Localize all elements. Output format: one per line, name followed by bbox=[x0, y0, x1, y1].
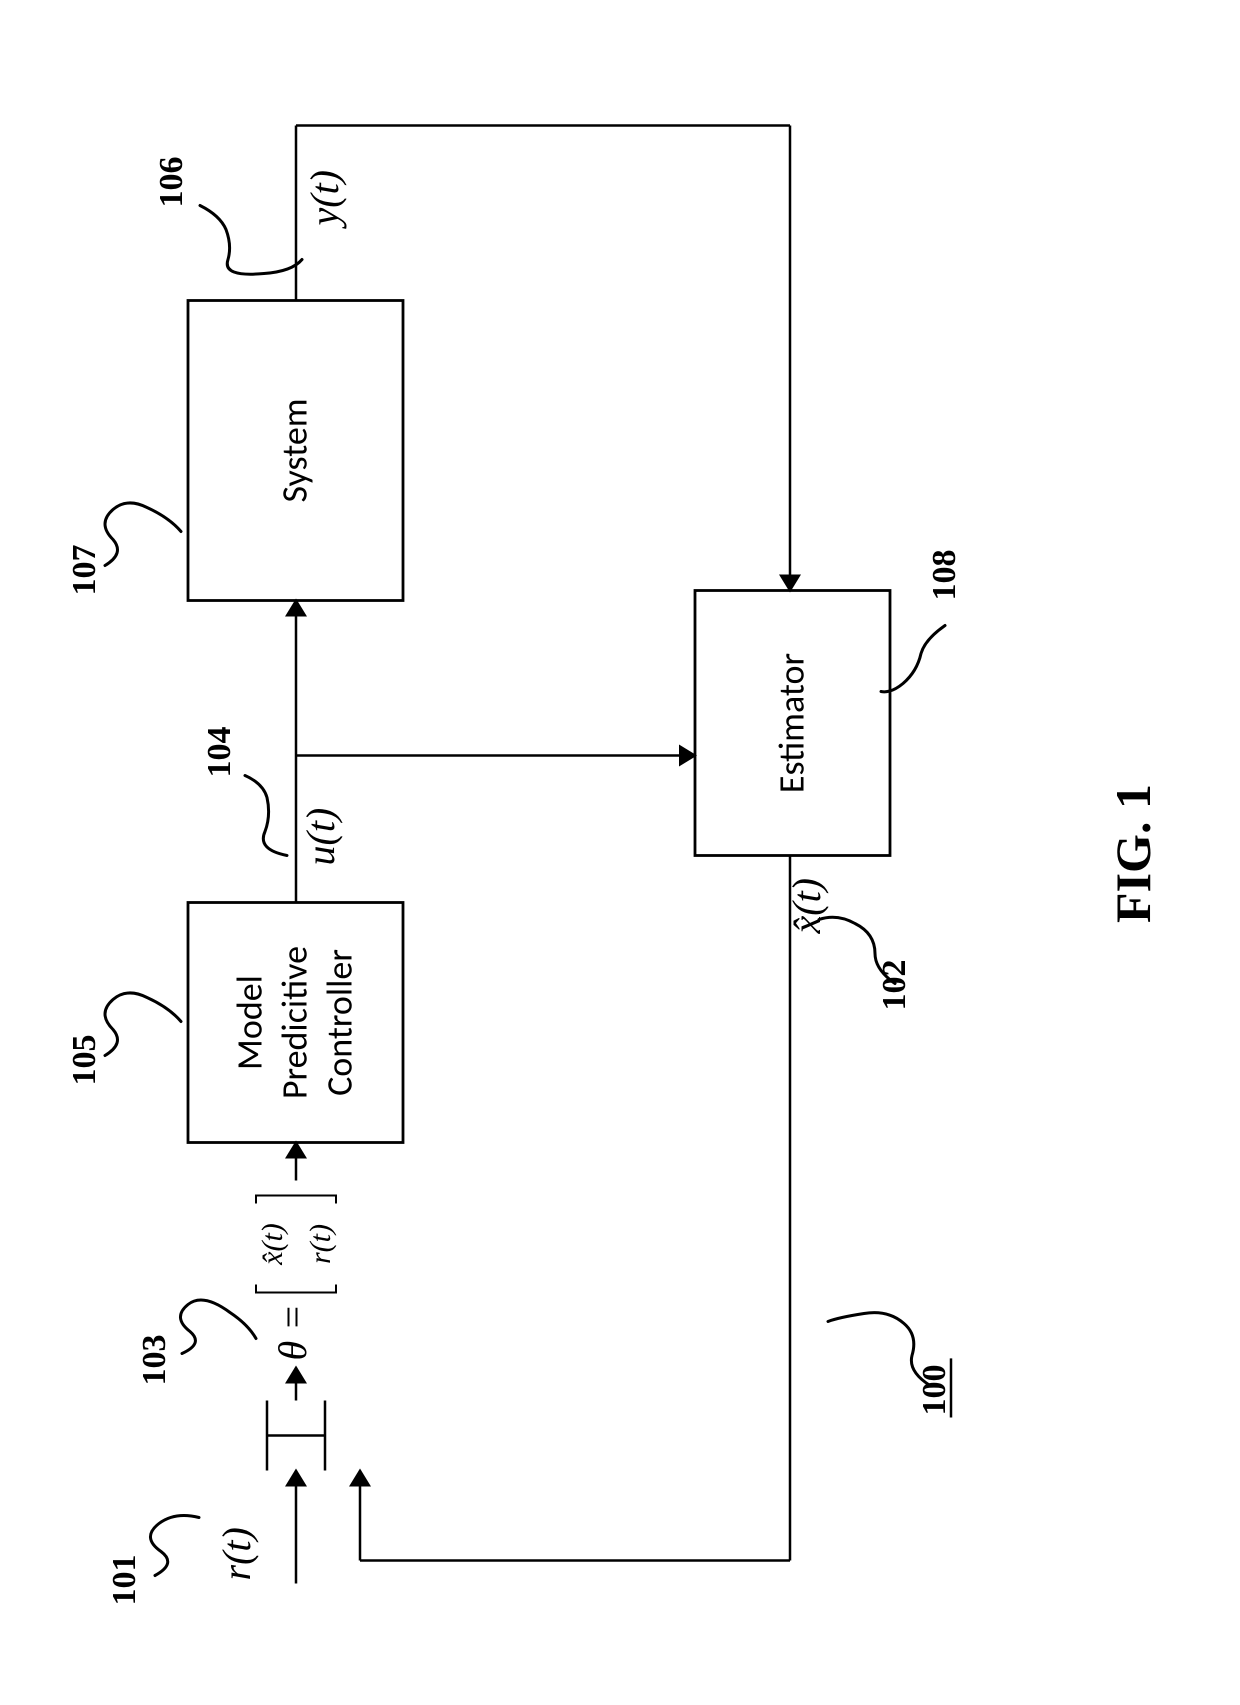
mpc-label: Model bbox=[227, 975, 271, 1070]
ref-r102: 102 bbox=[876, 959, 913, 1010]
ref-r108: 108 bbox=[926, 549, 963, 600]
squiggle-s106 bbox=[200, 205, 302, 274]
system-label: System bbox=[272, 398, 316, 502]
theta-vec-top: x̂(t) bbox=[256, 1223, 289, 1266]
figure-caption: FIG. 1 bbox=[1105, 784, 1161, 923]
squiggle-s105 bbox=[105, 992, 181, 1055]
ref-r107: 107 bbox=[66, 544, 103, 595]
system-block: System bbox=[188, 300, 403, 600]
ref-r103: 103 bbox=[136, 1334, 173, 1385]
theta-vec-bot: r(t) bbox=[304, 1224, 337, 1264]
estimator-label: Estimator bbox=[769, 652, 813, 792]
signal-u: u(t) bbox=[298, 807, 343, 865]
diagram-svg: ModelPredicitiveController System Estimato… bbox=[0, 0, 1240, 1705]
squiggle-s104 bbox=[245, 775, 287, 855]
theta-lhs: θ = bbox=[270, 1303, 315, 1360]
squiggle-s107 bbox=[105, 502, 181, 565]
mpc-block: ModelPredicitiveController bbox=[188, 902, 403, 1142]
ref-r106: 106 bbox=[153, 156, 190, 207]
diagram-stage: ModelPredicitiveController System Estimato… bbox=[0, 0, 1240, 1705]
signal-y: y(t) bbox=[302, 169, 347, 229]
ref-r101: 101 bbox=[106, 1554, 143, 1605]
signal-xhat: x̂(t) bbox=[784, 877, 829, 934]
squiggle-s103 bbox=[180, 1300, 256, 1354]
squiggle-s100 bbox=[828, 1312, 930, 1385]
estimator-block: Estimator bbox=[695, 590, 890, 855]
squiggle-s101 bbox=[150, 1515, 199, 1575]
mpc-label: Controller bbox=[317, 949, 361, 1096]
bracket-left-icon bbox=[256, 1284, 336, 1292]
ref-r104: 104 bbox=[201, 726, 238, 777]
ref-r100: 100 bbox=[916, 1364, 953, 1415]
mpc-label: Predicitive bbox=[272, 945, 316, 1098]
bracket-right-icon bbox=[256, 1195, 336, 1203]
ref-r105: 105 bbox=[66, 1034, 103, 1085]
signal-r: r(t) bbox=[214, 1527, 259, 1580]
